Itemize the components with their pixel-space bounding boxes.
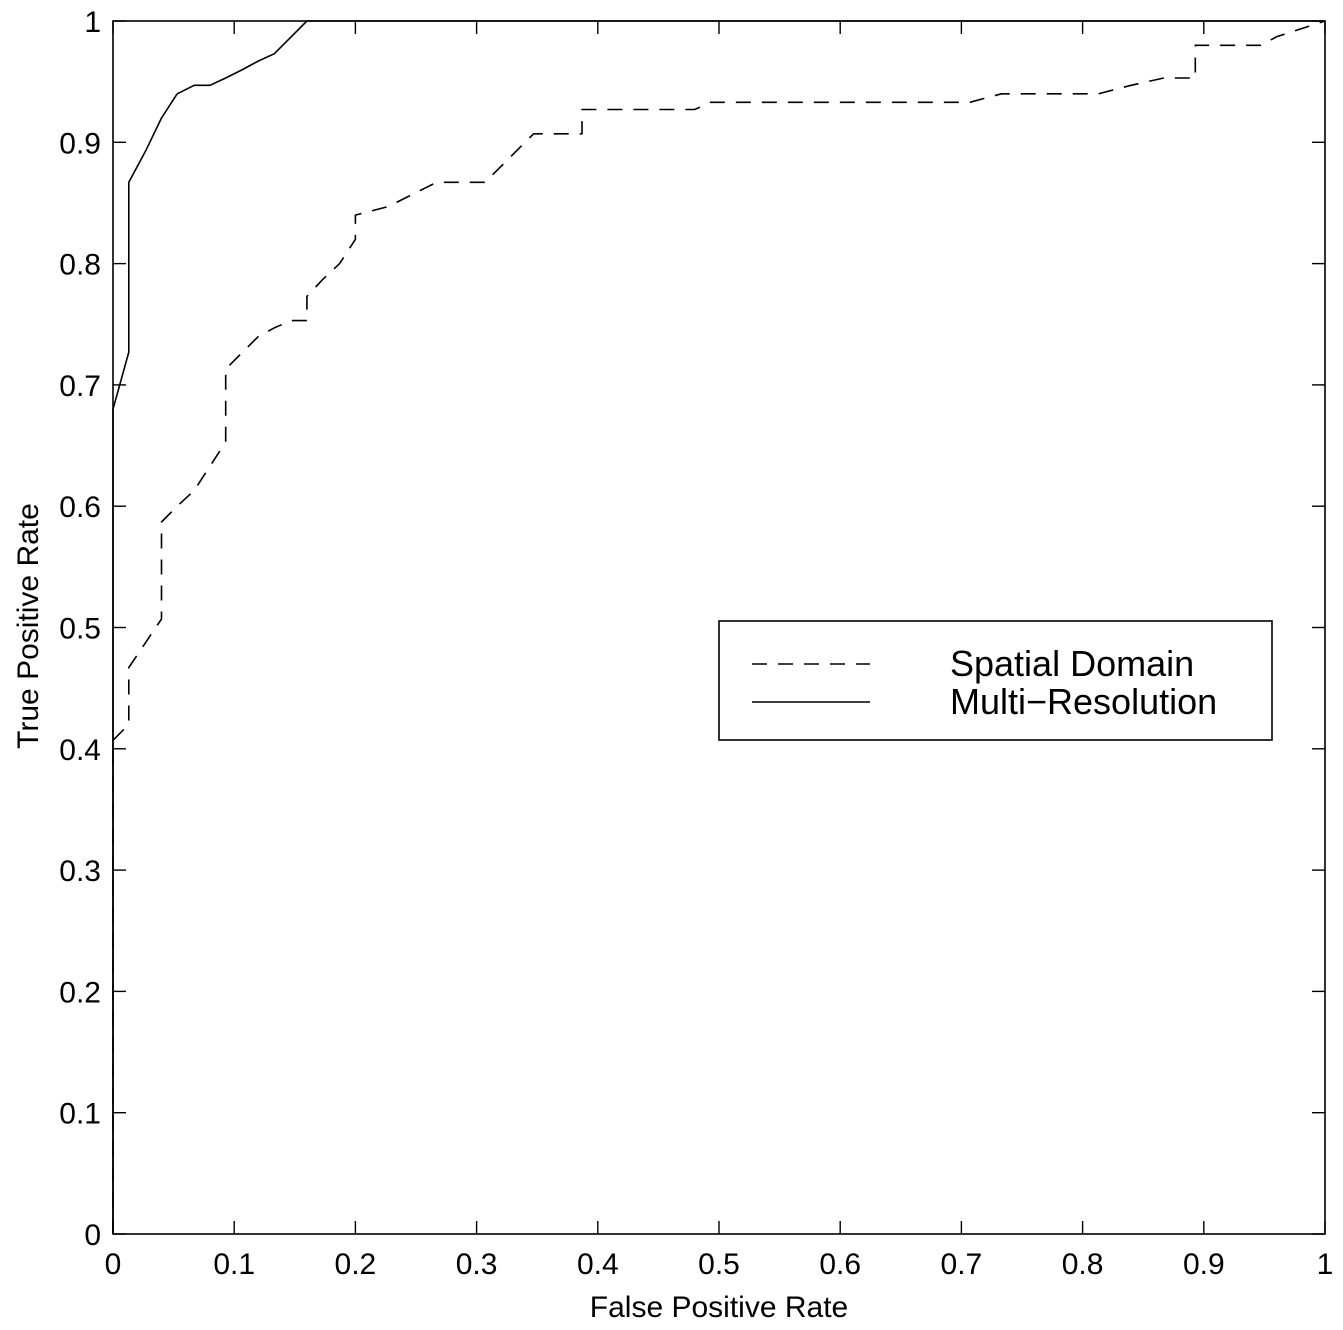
x-tick-label: 0.9 — [1183, 1248, 1225, 1281]
y-tick-label: 0.5 — [59, 613, 101, 646]
y-tick-label: 0.9 — [59, 127, 101, 160]
series-layer — [112, 20, 1326, 1234]
x-tick-label: 0.8 — [1062, 1248, 1104, 1281]
y-tick-label: 0.6 — [59, 491, 101, 524]
y-tick-label: 0.1 — [59, 1098, 101, 1131]
y-tick-label: 0.8 — [59, 249, 101, 282]
y-tick-label: 0.4 — [59, 734, 101, 767]
x-tick-label: 0.2 — [335, 1248, 377, 1281]
y-axis-label: True Positive Rate — [12, 503, 45, 749]
y-tick-label: 0.2 — [59, 976, 101, 1009]
x-tick-label: 0.1 — [213, 1248, 255, 1281]
y-tick-label: 0 — [84, 1219, 101, 1252]
x-tick-label: 0.5 — [698, 1248, 740, 1281]
x-tick-label: 0.3 — [456, 1248, 498, 1281]
x-axis-label: False Positive Rate — [590, 1291, 848, 1324]
x-tick-label: 0.7 — [941, 1248, 983, 1281]
legend-label: Spatial Domain — [950, 643, 1194, 684]
series-line-spatial-domain — [112, 20, 1326, 1234]
ticks-layer: 0 0.1 0.2 0.3 0.4 0.5 0.6 0.7 0.8 0.9 1 0 0.1 0.2 0.3 0… — [59, 6, 1333, 1281]
legend-label: Multi−Resolution — [950, 681, 1217, 722]
series-line-multi-resolution — [112, 20, 1325, 1234]
y-tick-label: 0.3 — [59, 855, 101, 888]
legend-box — [718, 620, 1273, 741]
x-tick-label: 0.4 — [577, 1248, 619, 1281]
x-tick-label: 0 — [105, 1248, 122, 1281]
x-tick-label: 0.6 — [819, 1248, 861, 1281]
x-tick-label: 1 — [1317, 1248, 1334, 1281]
y-tick-label: 1 — [84, 6, 101, 39]
y-tick-label: 0.7 — [59, 370, 101, 403]
